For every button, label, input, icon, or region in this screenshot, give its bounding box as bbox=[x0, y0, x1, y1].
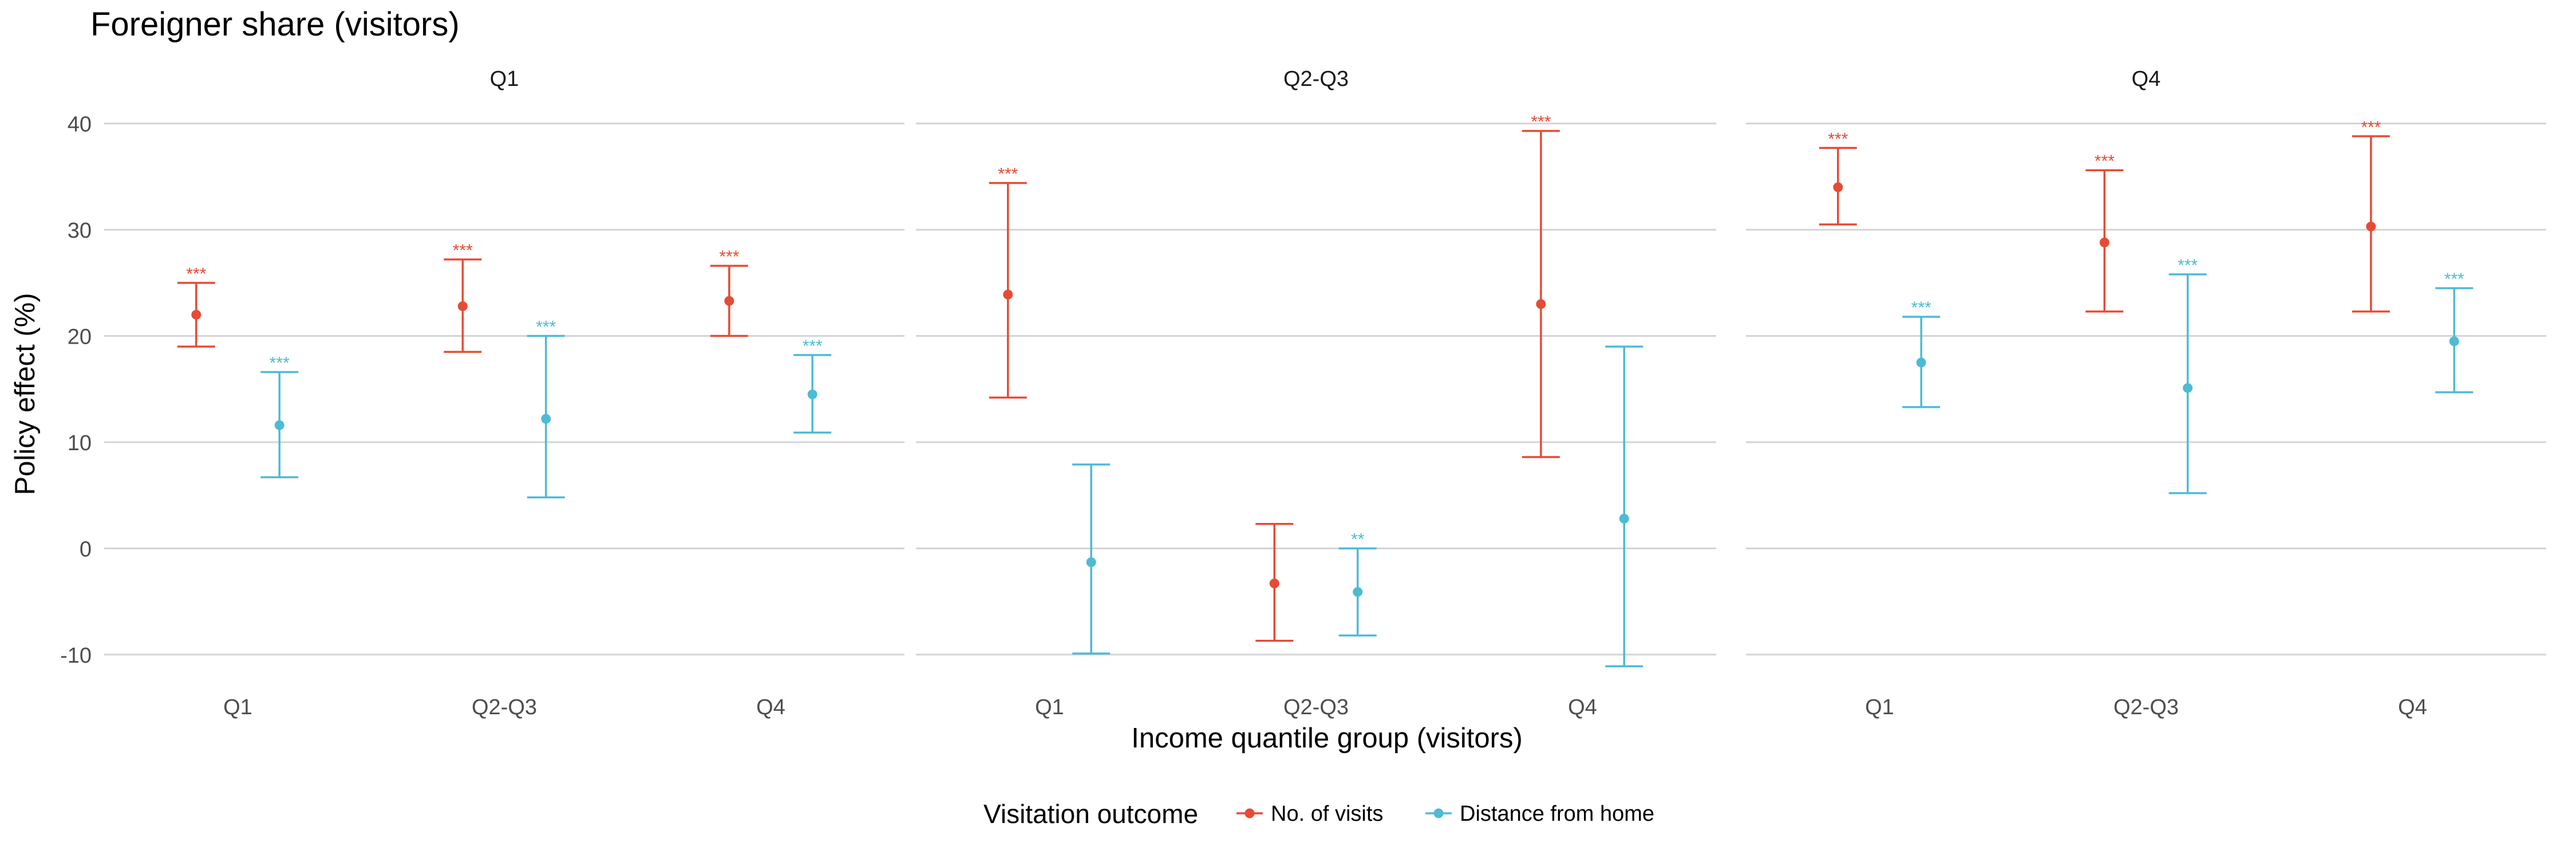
data-point bbox=[457, 301, 468, 312]
data-point bbox=[724, 296, 734, 306]
data-point bbox=[1536, 299, 1546, 309]
data-point bbox=[1003, 289, 1013, 300]
significance-label: *** bbox=[719, 247, 739, 266]
data-point bbox=[2099, 237, 2109, 247]
x-tick-label: Q1 bbox=[1035, 695, 1064, 719]
significance-label: *** bbox=[453, 241, 473, 260]
data-point bbox=[2183, 383, 2193, 393]
x-tick-label: Q2-Q3 bbox=[2113, 695, 2179, 719]
y-tick-label: 30 bbox=[68, 219, 92, 243]
x-tick-label: Q1 bbox=[223, 695, 252, 719]
legend-label: No. of visits bbox=[1271, 802, 1383, 826]
data-point bbox=[1086, 557, 1096, 568]
data-point bbox=[191, 309, 202, 320]
legend-key-point bbox=[1433, 808, 1444, 818]
facet-panel: Q4 Q1 Q2-Q3 Q4 *** *** *** *** *** *** bbox=[1746, 67, 2546, 719]
facet-title: Q1 bbox=[490, 67, 519, 91]
chart-title: Foreigner share (visitors) bbox=[90, 6, 460, 43]
facet-title: Q2-Q3 bbox=[1283, 67, 1349, 91]
x-tick-label: Q2-Q3 bbox=[472, 695, 537, 719]
y-axis-label: Policy effect (%) bbox=[10, 293, 41, 495]
data-point bbox=[1269, 578, 1279, 589]
significance-label: *** bbox=[2178, 256, 2198, 275]
significance-label: *** bbox=[2361, 118, 2381, 137]
significance-label: *** bbox=[998, 164, 1018, 183]
y-tick-label: 20 bbox=[68, 325, 92, 349]
data-point bbox=[274, 420, 285, 430]
facet-panel: Q1 Q1 Q2-Q3 Q4 *** *** *** *** *** *** bbox=[104, 67, 904, 719]
significance-label: *** bbox=[2444, 270, 2464, 289]
legend-key-point bbox=[1244, 808, 1255, 818]
data-point bbox=[1353, 587, 1363, 597]
x-tick-label: Q2-Q3 bbox=[1283, 695, 1349, 719]
significance-label: ** bbox=[1351, 530, 1365, 549]
legend-label: Distance from home bbox=[1460, 802, 1654, 826]
facet-title: Q4 bbox=[2132, 67, 2161, 91]
significance-label: *** bbox=[270, 354, 290, 373]
y-tick-label: -10 bbox=[60, 644, 92, 668]
x-axis-label: Income quantile group (visitors) bbox=[1131, 723, 1523, 754]
x-tick-label: Q4 bbox=[2398, 695, 2427, 719]
data-point bbox=[2366, 222, 2376, 232]
y-tick-label: 0 bbox=[80, 537, 92, 561]
data-point bbox=[2449, 336, 2459, 347]
significance-label: *** bbox=[1531, 113, 1551, 132]
legend-title: Visitation outcome bbox=[983, 799, 1198, 829]
data-point bbox=[1916, 357, 1926, 368]
significance-label: *** bbox=[536, 318, 556, 337]
data-point bbox=[1833, 182, 1843, 192]
data-point bbox=[807, 389, 817, 400]
x-tick-label: Q4 bbox=[1568, 695, 1597, 719]
y-tick-label: 10 bbox=[68, 431, 92, 455]
x-tick-label: Q4 bbox=[756, 695, 785, 719]
significance-label: *** bbox=[1911, 298, 1931, 317]
data-point bbox=[1619, 514, 1629, 524]
significance-label: *** bbox=[2095, 152, 2115, 171]
significance-label: *** bbox=[1828, 129, 1848, 148]
x-tick-label: Q1 bbox=[1865, 695, 1894, 719]
significance-label: *** bbox=[803, 337, 823, 356]
significance-label: *** bbox=[186, 265, 206, 284]
legend: Visitation outcome No. of visits Distance… bbox=[983, 799, 1654, 829]
y-tick-label: 40 bbox=[68, 113, 92, 137]
data-point bbox=[541, 414, 551, 424]
